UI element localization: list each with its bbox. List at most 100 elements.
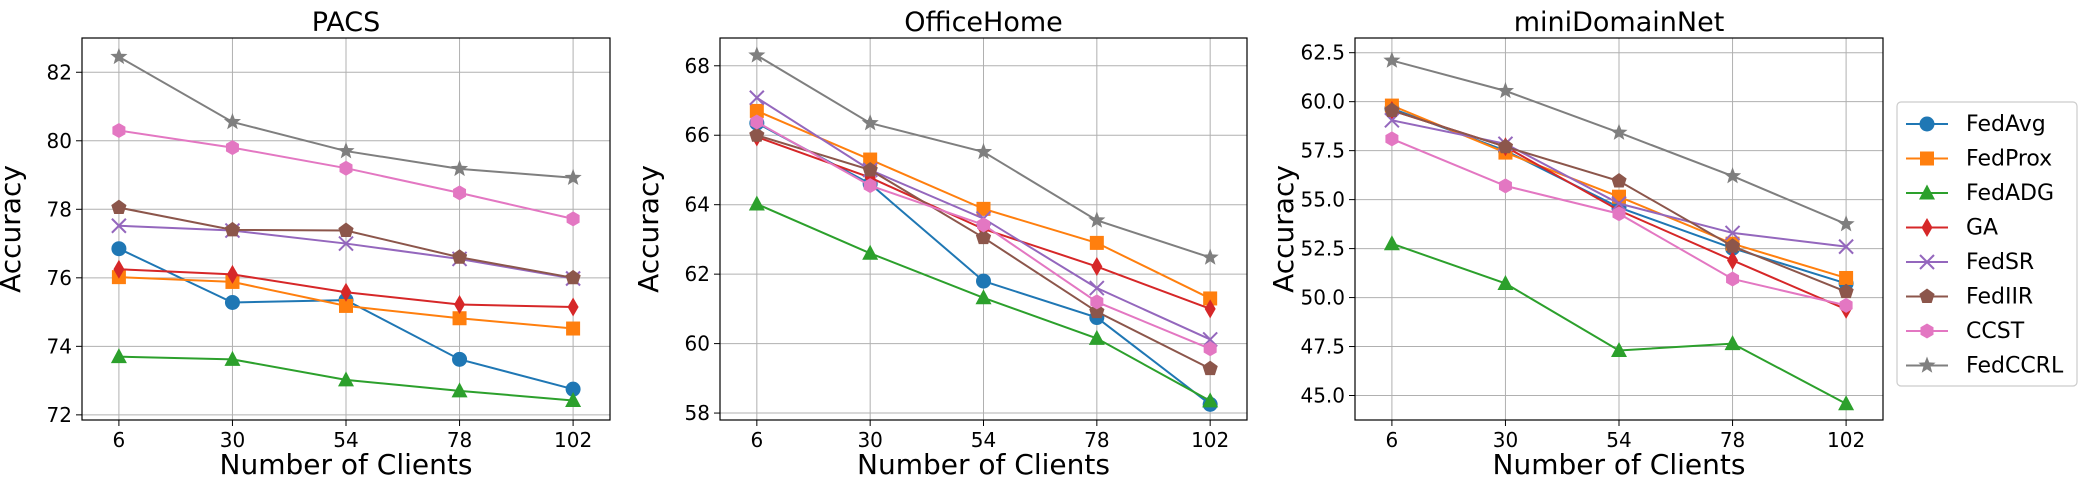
legend-marker bbox=[1919, 184, 1935, 200]
data-point bbox=[1089, 280, 1105, 296]
y-tick-label: 55.0 bbox=[1300, 188, 1345, 212]
data-point bbox=[565, 269, 581, 285]
legend-label: CCST bbox=[1966, 319, 2025, 344]
data-point bbox=[1839, 270, 1854, 285]
x-axis-label: Number of Clients bbox=[857, 448, 1110, 481]
y-axis-label: Accuracy bbox=[1267, 165, 1300, 293]
data-point bbox=[565, 381, 581, 397]
data-point bbox=[862, 161, 878, 177]
series-fediir bbox=[1384, 102, 1854, 299]
series-ccst bbox=[750, 114, 1217, 357]
data-point bbox=[862, 244, 879, 260]
data-point bbox=[1089, 303, 1105, 319]
legend-marker bbox=[1919, 254, 1935, 270]
legend-label: FedCCRL bbox=[1966, 354, 2064, 379]
data-point bbox=[1384, 102, 1400, 117]
y-tick-label: 60 bbox=[685, 332, 710, 356]
data-point bbox=[1496, 81, 1515, 99]
x-tick-label: 78 bbox=[1720, 428, 1745, 452]
y-tick-label: 60.0 bbox=[1300, 90, 1345, 114]
data-point bbox=[861, 114, 879, 131]
legend-marker bbox=[1918, 356, 1936, 373]
data-point bbox=[224, 294, 240, 310]
legend-marker bbox=[1920, 151, 1934, 166]
data-point bbox=[452, 311, 467, 326]
data-point bbox=[750, 114, 764, 130]
data-point bbox=[1498, 178, 1512, 194]
data-point bbox=[1090, 294, 1104, 310]
y-tick-label: 57.5 bbox=[1300, 139, 1345, 163]
x-tick-label: 102 bbox=[1191, 428, 1229, 452]
series-fedprox bbox=[111, 270, 581, 336]
data-point bbox=[452, 351, 468, 367]
data-point bbox=[340, 282, 352, 302]
legend-label: GA bbox=[1966, 216, 1998, 241]
data-point bbox=[226, 264, 238, 284]
y-tick-label: 76 bbox=[47, 266, 72, 290]
series-fedccrl bbox=[748, 46, 1219, 265]
legend: FedAvg FedProx FedADG GA FedSR FedIIR CCST FedC… bbox=[1896, 101, 2078, 387]
chart-officehome: 6 30 54 78 102 58 60 62 64 66 68 OfficeHome Number o… bbox=[632, 7, 1248, 481]
data-point bbox=[224, 350, 241, 366]
series-ga bbox=[113, 259, 579, 317]
data-point bbox=[567, 297, 579, 317]
data-point bbox=[338, 371, 354, 387]
series-fedccrl bbox=[1383, 51, 1855, 232]
plot-frame bbox=[81, 37, 611, 421]
data-point bbox=[111, 199, 127, 215]
data-point bbox=[110, 47, 128, 65]
x-axis-label: Number of Clients bbox=[220, 448, 473, 481]
data-point bbox=[1091, 257, 1103, 277]
y-axis-label: Accuracy bbox=[0, 165, 27, 293]
y-tick-label: 58 bbox=[685, 401, 710, 425]
legend-marker bbox=[1920, 323, 1934, 339]
data-point bbox=[566, 321, 581, 336]
chart-title: PACS bbox=[312, 7, 381, 38]
chart-title: miniDomainNet bbox=[1514, 7, 1725, 38]
data-point bbox=[1611, 195, 1627, 212]
x-axis-label: Number of Clients bbox=[1493, 448, 1746, 481]
data-point bbox=[1726, 271, 1740, 287]
y-tick-label: 78 bbox=[47, 197, 72, 221]
data-point bbox=[110, 348, 127, 364]
data-point bbox=[111, 218, 127, 234]
data-point bbox=[1838, 395, 1855, 411]
y-tick-label: 45.0 bbox=[1300, 384, 1345, 408]
data-point bbox=[338, 222, 354, 238]
x-tick-label: 30 bbox=[220, 428, 245, 452]
data-point bbox=[1838, 238, 1854, 255]
data-point bbox=[451, 249, 468, 264]
data-point bbox=[339, 160, 353, 176]
data-point bbox=[454, 295, 466, 315]
data-point bbox=[1727, 250, 1739, 270]
data-point bbox=[1383, 51, 1401, 68]
legend-marker bbox=[1919, 116, 1935, 132]
series-ccst bbox=[112, 123, 580, 227]
legend-item-fedadg: FedADG bbox=[1906, 181, 2054, 206]
data-point bbox=[112, 123, 126, 138]
data-point bbox=[1203, 341, 1217, 357]
legend-label: FedIIR bbox=[1966, 285, 2033, 310]
data-point bbox=[749, 90, 765, 106]
data-point bbox=[1839, 297, 1853, 313]
x-tick-label: 54 bbox=[971, 428, 996, 452]
data-point bbox=[1838, 283, 1854, 299]
plot-frame bbox=[1354, 37, 1884, 421]
data-point bbox=[338, 235, 354, 252]
data-point bbox=[1724, 225, 1741, 241]
legend-label: FedProx bbox=[1966, 147, 2052, 172]
x-tick-label: 30 bbox=[1493, 428, 1518, 452]
y-tick-label: 52.5 bbox=[1300, 237, 1345, 261]
series-fediir bbox=[111, 199, 581, 285]
y-tick-label: 82 bbox=[47, 60, 72, 84]
data-point bbox=[450, 159, 469, 177]
data-point bbox=[1089, 235, 1104, 250]
data-point bbox=[1497, 138, 1514, 154]
x-tick-label: 6 bbox=[113, 428, 126, 452]
y-tick-label: 62.5 bbox=[1300, 41, 1345, 65]
data-point bbox=[974, 142, 993, 160]
data-point bbox=[1723, 167, 1742, 184]
data-point bbox=[1385, 131, 1399, 147]
plot-frame bbox=[719, 37, 1248, 421]
x-tick-label: 6 bbox=[750, 428, 763, 452]
